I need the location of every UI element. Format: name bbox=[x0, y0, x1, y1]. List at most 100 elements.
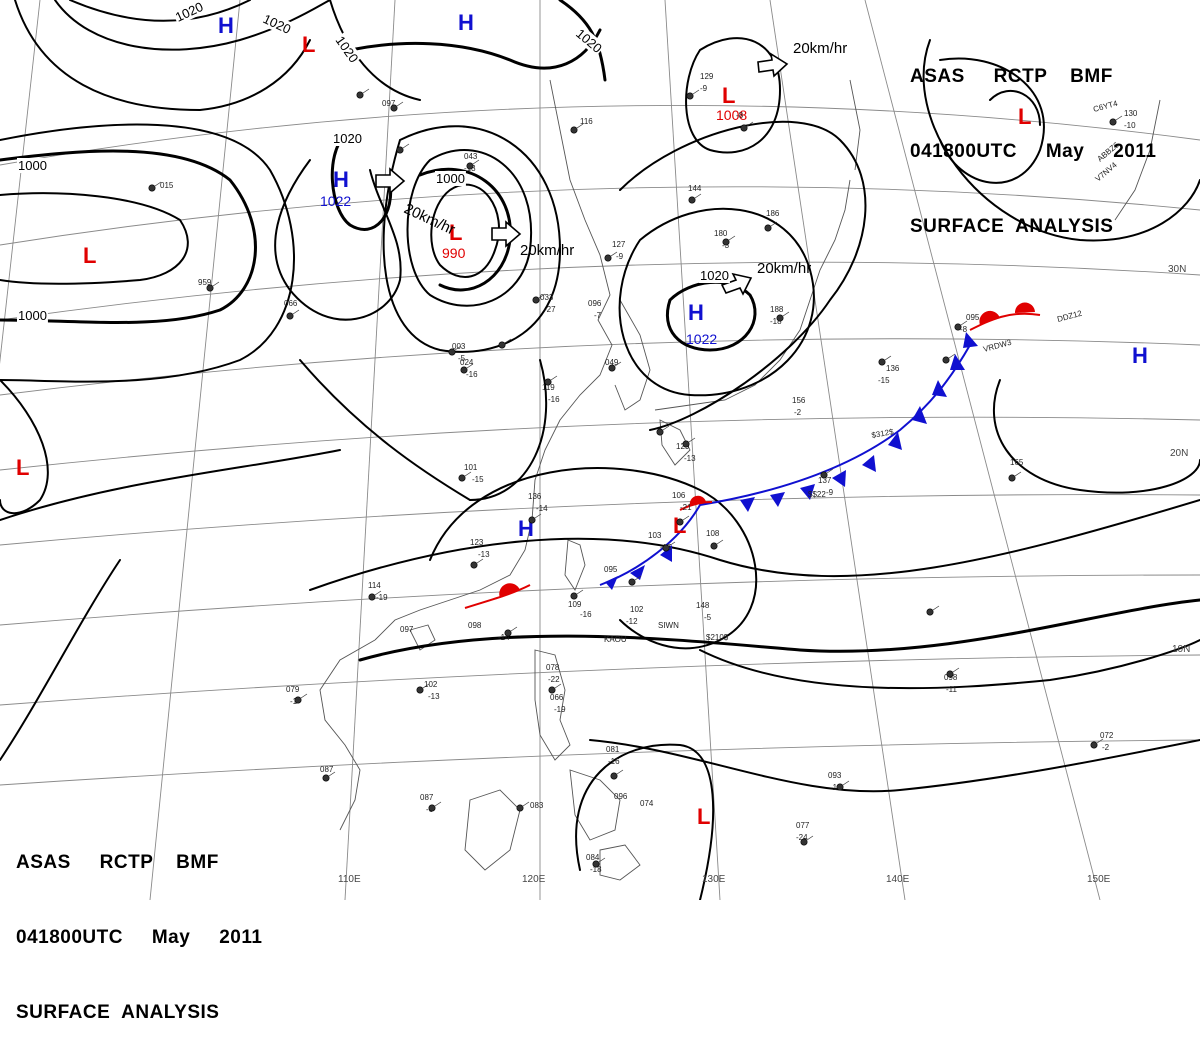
low-pressure-marker: L bbox=[302, 32, 315, 57]
central-pressure-value: 990 bbox=[442, 245, 466, 261]
station-value: -11 bbox=[946, 685, 958, 694]
station-value: 097 bbox=[382, 99, 396, 108]
wind-barb bbox=[371, 590, 382, 598]
station-value: -16 bbox=[466, 370, 478, 379]
coast-mindanao bbox=[599, 844, 641, 881]
station-value: -5 bbox=[458, 354, 466, 363]
isobar-top-left-3 bbox=[69, 0, 251, 22]
station-value: 102 bbox=[424, 680, 438, 689]
isobar-right-1 bbox=[939, 57, 1045, 184]
station-value: -2 bbox=[794, 408, 802, 417]
low-pressure-marker: L bbox=[83, 243, 96, 268]
wind-barb bbox=[779, 311, 790, 319]
meridian-90e bbox=[0, 0, 41, 365]
isobar-mid-3 bbox=[0, 449, 341, 521]
station-value: -13 bbox=[428, 692, 440, 701]
station-value: 066 bbox=[284, 299, 298, 308]
station-value: 077 bbox=[796, 821, 810, 830]
station-value: -19 bbox=[554, 705, 566, 714]
map-background bbox=[0, 0, 1200, 900]
coast-sakhalin bbox=[849, 79, 861, 171]
coast-korea bbox=[614, 299, 651, 411]
isobars bbox=[0, 0, 1200, 900]
wind-barb bbox=[419, 683, 430, 691]
station-value: -19 bbox=[376, 593, 388, 602]
station-value: 186 bbox=[766, 209, 780, 218]
station-value: -10 bbox=[830, 783, 842, 792]
isobar-right-4 bbox=[992, 379, 1200, 494]
station-value: 081 bbox=[606, 745, 620, 754]
wind-barb bbox=[691, 193, 702, 201]
station-value: -5 bbox=[704, 613, 712, 622]
station-value: 003 bbox=[452, 342, 466, 351]
station-value: -12 bbox=[626, 617, 638, 626]
move-arrow-4 bbox=[757, 52, 789, 78]
latitude-label: 30N bbox=[1168, 264, 1186, 275]
low-pressure-marker: L bbox=[722, 83, 735, 108]
movement-arrows bbox=[375, 52, 789, 296]
station-value: 116 bbox=[580, 117, 593, 126]
coast-kamchatka bbox=[1114, 99, 1161, 221]
station-value: 033 bbox=[540, 293, 554, 302]
wind-barb bbox=[451, 345, 462, 353]
graticule bbox=[0, 0, 1200, 900]
high-pressure-marker: H bbox=[688, 300, 704, 325]
station-value: 096 bbox=[614, 792, 628, 801]
station-value: 137 bbox=[818, 476, 832, 485]
wind-barb bbox=[713, 539, 724, 547]
wind-barb bbox=[689, 89, 700, 97]
cold-front-barb bbox=[740, 497, 755, 512]
wind-barb bbox=[507, 626, 518, 634]
wind-barb bbox=[613, 769, 624, 777]
low-pressure-marker: L bbox=[1018, 104, 1031, 129]
station-value: 087 bbox=[320, 765, 334, 774]
parallel-15n bbox=[0, 494, 1200, 546]
wind-barb bbox=[659, 425, 670, 433]
wind-barb bbox=[531, 513, 542, 521]
station-value: 024 bbox=[460, 358, 474, 367]
isobar-value-label: 1020 bbox=[333, 131, 362, 146]
station-value: 180 bbox=[714, 229, 728, 238]
cold-front-barb bbox=[963, 332, 978, 348]
isobar-mid-1 bbox=[469, 359, 548, 501]
fronts bbox=[464, 302, 1041, 609]
wind-barb bbox=[685, 437, 696, 445]
station-value: 129 bbox=[700, 72, 714, 81]
wind-barb bbox=[573, 589, 584, 597]
wind-barb bbox=[631, 575, 642, 583]
wind-barb bbox=[595, 857, 606, 865]
move-arrow-3 bbox=[720, 272, 753, 296]
isobar-label-bg bbox=[331, 32, 362, 67]
wind-barb bbox=[957, 320, 968, 328]
wind-barb bbox=[461, 471, 472, 479]
low-pressure-marker: L bbox=[16, 455, 29, 480]
header-line-2: 041800UTC May 2011 bbox=[910, 141, 1157, 162]
high-pressure-marker: H bbox=[458, 10, 474, 35]
wind-barb bbox=[767, 221, 778, 229]
isobar-south-3 bbox=[699, 639, 1200, 690]
station-value: 043 bbox=[464, 152, 478, 161]
station-value: -21 bbox=[680, 503, 692, 512]
station-value: 188 bbox=[770, 305, 784, 314]
wind-barb bbox=[469, 159, 480, 167]
station-value: -15 bbox=[472, 475, 484, 484]
station-value: -14 bbox=[536, 504, 548, 513]
move-arrow-2 bbox=[491, 220, 522, 248]
station-value: 130 bbox=[1124, 109, 1138, 118]
parallel-0 bbox=[0, 739, 1200, 786]
isobar-label-bg bbox=[259, 10, 295, 38]
movement-speed-label: 20km/hr bbox=[520, 242, 574, 259]
isobar-s-curve bbox=[274, 159, 402, 321]
isobar-east-big bbox=[619, 120, 867, 431]
isobar-right-3 bbox=[922, 39, 1200, 242]
station-value: -9 bbox=[616, 252, 624, 261]
wind-barb bbox=[743, 121, 754, 129]
isobar-mid-2 bbox=[299, 359, 471, 501]
parallel-40n bbox=[0, 104, 1200, 166]
station-value: -3 bbox=[722, 241, 730, 250]
low-pressure-marker: L bbox=[697, 804, 710, 829]
coast-kyushu bbox=[659, 419, 691, 466]
wind-barb bbox=[463, 363, 474, 371]
isobar-label-bg bbox=[699, 268, 730, 283]
station-value: 119 bbox=[542, 383, 555, 392]
